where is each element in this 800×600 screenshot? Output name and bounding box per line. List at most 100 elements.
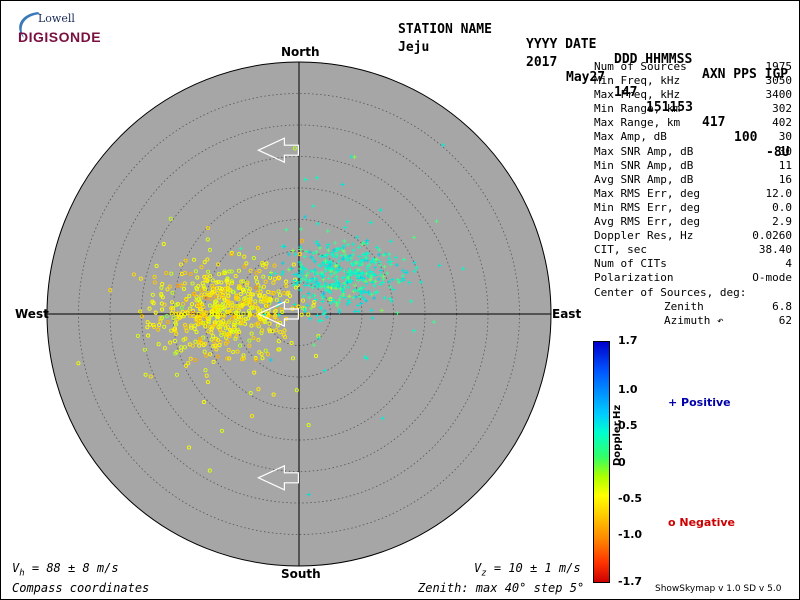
south-label: South xyxy=(281,567,321,581)
vh-prefix: V xyxy=(12,561,20,575)
negative-source-point xyxy=(290,356,296,361)
positive-source-point xyxy=(346,242,351,247)
positive-source-point xyxy=(299,262,304,267)
negative-source-point xyxy=(162,324,167,329)
positive-source-point xyxy=(363,279,368,284)
positive-source-point xyxy=(368,278,373,282)
positive-source-point xyxy=(342,269,347,274)
negative-source-point xyxy=(207,303,212,308)
negative-source-point xyxy=(164,313,169,319)
positive-source-point xyxy=(299,227,303,232)
stat-row: Max SNR Amp, dB 30 xyxy=(594,145,792,159)
positive-source-point xyxy=(340,182,345,187)
negative-source-point xyxy=(197,321,202,326)
station-value: Jeju xyxy=(398,40,430,55)
positive-source-point xyxy=(337,259,342,264)
positive-source-point xyxy=(371,256,376,261)
stat-row: Max Range, km 402 xyxy=(594,116,792,130)
negative-source-point xyxy=(209,326,214,331)
pps-value: 100 xyxy=(734,130,758,145)
negative-source-point xyxy=(153,310,158,315)
positive-source-point xyxy=(311,343,316,348)
colorbar-tick: 1.7 xyxy=(618,334,638,347)
negative-source-point xyxy=(234,294,239,299)
positive-source-point xyxy=(352,155,357,160)
negative-source-point xyxy=(174,372,179,377)
negative-source-point xyxy=(229,281,235,286)
positive-source-point xyxy=(297,260,302,265)
negative-source-point xyxy=(255,307,260,312)
positive-source-point xyxy=(323,269,328,274)
positive-source-point xyxy=(292,278,297,283)
positive-source-point xyxy=(346,298,351,303)
positive-source-point xyxy=(306,283,311,288)
stat-value: 0.0260 xyxy=(752,229,792,243)
positive-source-point xyxy=(342,239,347,243)
negative-source-point xyxy=(268,298,273,303)
stat-row: Doppler Res, Hz 0.0260 xyxy=(594,229,792,243)
positive-source-point xyxy=(374,257,379,262)
positive-source-point xyxy=(314,279,319,284)
negative-source-point xyxy=(205,237,210,242)
positive-source-point xyxy=(323,258,328,263)
positive-source-point xyxy=(338,294,343,299)
header-values: Jeju 2017 May27 147 151153 417 100 -8U xyxy=(398,25,789,160)
positive-source-point xyxy=(394,255,398,260)
negative-source-point xyxy=(248,268,253,273)
positive-source-point xyxy=(334,274,339,279)
negative-source-point xyxy=(212,320,217,325)
negative-source-point xyxy=(211,323,216,328)
stat-label: Zenith xyxy=(664,299,704,313)
positive-source-point xyxy=(370,259,375,264)
positive-source-point xyxy=(331,284,336,289)
positive-source-point xyxy=(388,284,393,289)
positive-source-point xyxy=(319,306,323,311)
negative-source-point xyxy=(280,309,285,315)
positive-source-point xyxy=(414,265,419,270)
stat-value: O-mode xyxy=(752,271,792,285)
negative-source-point xyxy=(265,352,270,357)
positive-source-point xyxy=(303,214,308,219)
negative-source-point xyxy=(216,279,221,284)
positive-source-point xyxy=(363,256,368,260)
negative-source-point xyxy=(272,309,277,314)
positive-source-point xyxy=(351,295,356,300)
negative-source-point xyxy=(191,313,196,319)
positive-source-point xyxy=(350,271,355,276)
positive-source-point xyxy=(380,416,385,421)
coordinate-system: Compass coordinates xyxy=(12,581,150,595)
negative-source-point xyxy=(156,327,161,332)
negative-source-point xyxy=(287,293,292,298)
negative-source-point xyxy=(241,311,246,316)
stat-value: 16 xyxy=(778,172,792,186)
negative-source-point xyxy=(174,312,179,317)
negative-source-point xyxy=(219,286,224,292)
positive-source-point xyxy=(276,312,281,317)
positive-source-point xyxy=(347,257,352,262)
positive-source-point xyxy=(369,292,374,297)
stat-row: Min Range, km 302 xyxy=(594,102,792,116)
negative-source-point xyxy=(183,363,189,368)
vh-value: = 88 ± 8 m/s xyxy=(24,561,119,575)
positive-source-point xyxy=(356,245,361,250)
negative-source-point xyxy=(204,353,209,358)
zenith-scale: Zenith: max 40° step 5° xyxy=(418,581,585,595)
negative-source-point xyxy=(214,347,219,352)
positive-source-point xyxy=(238,246,243,251)
positive-source-point xyxy=(349,269,354,274)
positive-source-point xyxy=(369,308,374,313)
positive-source-point xyxy=(325,245,330,250)
negative-source-point xyxy=(187,294,192,299)
statistics-panel: Num of Sources 1975 Min Freq, kHz 3050 Max F… xyxy=(594,60,792,328)
stat-label: Min Freq, kHz xyxy=(594,74,681,88)
stat-value: 12.0 xyxy=(765,186,793,200)
positive-source-point xyxy=(345,219,350,224)
negative-source-point xyxy=(230,316,235,321)
negative-source-point xyxy=(158,319,163,324)
negative-source-point xyxy=(173,322,179,327)
negative-source-point xyxy=(239,279,244,284)
negative-source-point xyxy=(223,332,228,337)
negative-source-point xyxy=(271,280,276,285)
colorbar-tick: 0.5 xyxy=(618,419,638,432)
negative-source-point xyxy=(219,333,224,338)
